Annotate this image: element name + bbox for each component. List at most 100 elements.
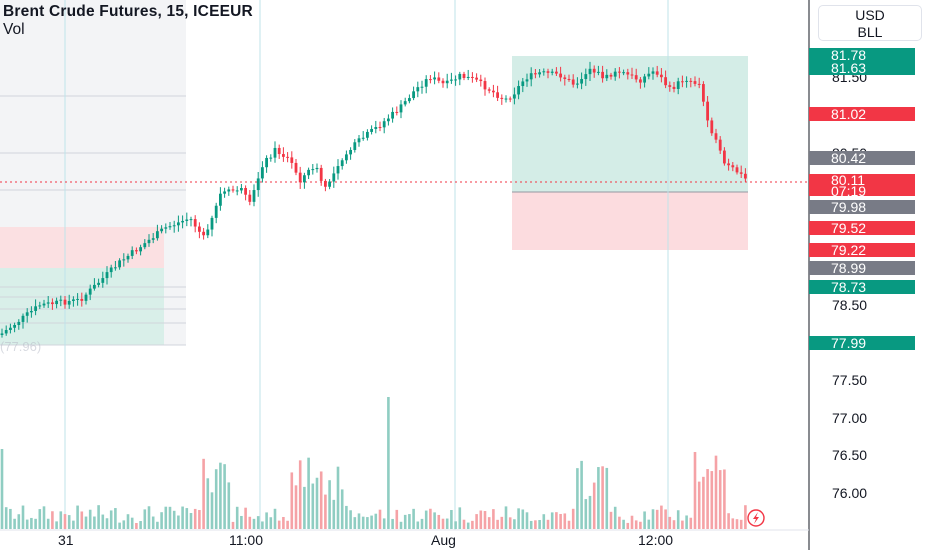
- volume-bar: [93, 516, 96, 529]
- candle-body: [328, 181, 331, 187]
- candle-body: [273, 147, 277, 158]
- price-tag-entry[interactable]: 79.98: [809, 200, 915, 214]
- volume-bar: [261, 521, 264, 529]
- symbol-title[interactable]: Brent Crude Futures, 15, ICEEUR: [3, 3, 253, 20]
- volume-bar: [618, 516, 621, 529]
- candle-body: [597, 71, 600, 73]
- candle-body: [706, 101, 709, 121]
- volume-bar: [500, 516, 504, 529]
- price-tag-level[interactable]: 79.52: [809, 221, 915, 235]
- candle-body: [46, 302, 50, 304]
- candle-body: [622, 72, 625, 74]
- volume-bar: [420, 518, 424, 529]
- price-tag-level[interactable]: 78.73: [809, 280, 915, 294]
- candle-body: [315, 167, 319, 170]
- volume-bar: [231, 521, 235, 529]
- volume-bar: [613, 506, 617, 529]
- candle-body: [25, 312, 29, 316]
- volume-bar: [605, 467, 609, 529]
- candle-body: [437, 77, 441, 81]
- candle-body: [378, 127, 382, 129]
- candle-body: [676, 81, 680, 89]
- volume-bar: [84, 516, 88, 529]
- current-price-value: 80.11: [831, 172, 865, 188]
- volume-bar: [109, 510, 113, 529]
- candle-body: [261, 167, 264, 179]
- candle-body: [357, 138, 361, 143]
- candle-body: [681, 81, 684, 83]
- volume-bar: [72, 520, 75, 529]
- volume-bar: [525, 512, 529, 529]
- volume-bar: [282, 516, 285, 529]
- price-tag-target[interactable]: 81.78: [809, 48, 915, 62]
- volume-bar: [80, 511, 84, 529]
- volume-bar: [492, 509, 495, 529]
- candle-body: [34, 306, 37, 311]
- volume-bar: [546, 519, 550, 529]
- candle-body: [609, 74, 613, 77]
- price-tag-stop[interactable]: 79.22: [809, 243, 915, 257]
- candle-body: [361, 137, 365, 139]
- volume-bar: [223, 464, 226, 529]
- currency-unit-button[interactable]: USD BLL: [818, 5, 922, 41]
- candle-body: [571, 79, 575, 85]
- candle-body: [483, 81, 487, 90]
- candle-body: [739, 172, 743, 174]
- candle-body: [626, 72, 630, 75]
- candle-body: [744, 173, 747, 179]
- volume-bar: [382, 518, 386, 529]
- price-tag-level[interactable]: 78.99: [809, 261, 915, 275]
- price-tag-level[interactable]: 80.42: [809, 151, 915, 165]
- volume-bar: [324, 494, 327, 529]
- volume-bar: [609, 511, 613, 529]
- candle-body: [168, 226, 172, 228]
- volume-bar: [370, 515, 373, 529]
- candle-body: [399, 104, 403, 113]
- volume-bar: [483, 511, 487, 529]
- price-tag-high[interactable]: 81.63: [809, 61, 915, 75]
- candle-body: [256, 178, 260, 191]
- volume-bar: [42, 506, 46, 529]
- profit-zone[interactable]: [512, 56, 748, 192]
- volume-bar: [34, 518, 37, 529]
- candle-body: [496, 92, 499, 98]
- volume-bar: [555, 512, 558, 529]
- volume-label[interactable]: Vol: [3, 21, 25, 38]
- candle-body: [311, 169, 315, 171]
- volume-bar: [639, 521, 642, 529]
- candle-body: [21, 315, 25, 322]
- candle-body: [340, 160, 344, 167]
- volume-bar: [206, 478, 210, 529]
- volume-bar: [147, 506, 151, 529]
- candle-body: [710, 120, 714, 134]
- candle-body: [97, 282, 100, 285]
- candle-body: [324, 180, 327, 187]
- candle-body: [471, 76, 474, 78]
- loss-zone[interactable]: [512, 192, 748, 250]
- lightning-icon[interactable]: [743, 508, 769, 528]
- candle-body: [223, 191, 226, 194]
- volume-bar: [744, 505, 747, 529]
- candle-body: [219, 193, 222, 206]
- volume-bar: [273, 508, 277, 529]
- volume-bar: [168, 506, 172, 529]
- candle-body: [118, 260, 121, 268]
- candle-body: [639, 79, 642, 83]
- current-price-tag[interactable]: 80.11 07:19: [809, 172, 915, 198]
- price-tag-level[interactable]: 81.02: [809, 107, 915, 121]
- candle-body: [655, 71, 659, 75]
- candle-body: [240, 188, 243, 191]
- time-label: 31: [58, 532, 74, 548]
- volume-bar: [328, 480, 331, 529]
- volume-bar: [622, 519, 625, 529]
- candle-body: [93, 284, 96, 289]
- candle-body: [185, 219, 189, 221]
- volume-bar: [214, 469, 218, 529]
- candle-body: [714, 133, 718, 140]
- ghost-price-label: (77.96): [0, 339, 42, 354]
- price-tag-level[interactable]: 77.99: [809, 336, 915, 350]
- volume-bar: [563, 513, 567, 529]
- candle-body: [76, 298, 79, 300]
- volume-bar: [391, 518, 394, 529]
